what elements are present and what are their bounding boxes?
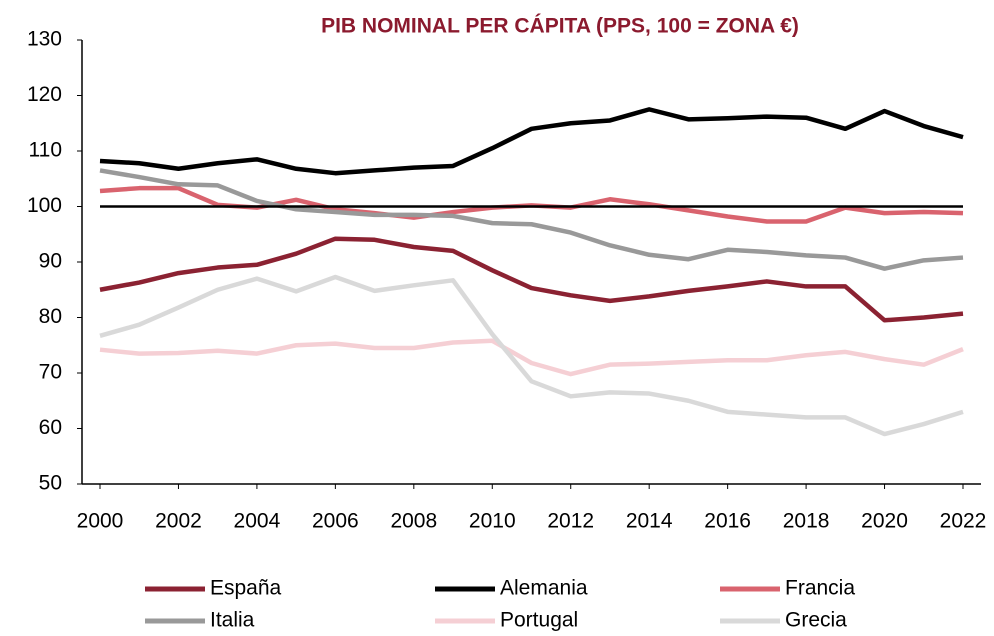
legend-label: España xyxy=(210,577,282,600)
legend-label: Alemania xyxy=(500,577,588,600)
x-tick-label: 2016 xyxy=(704,510,751,533)
legend-label: Francia xyxy=(785,577,855,600)
series-line xyxy=(99,185,964,224)
series-line xyxy=(99,168,964,271)
x-tick-label: 2008 xyxy=(390,510,437,533)
x-tick-label: 2020 xyxy=(861,510,908,533)
y-tick-label: 110 xyxy=(29,139,62,162)
y-tick-label: 70 xyxy=(39,361,62,384)
x-tick-label: 2012 xyxy=(547,510,594,533)
x-tick-label: 2014 xyxy=(626,510,673,533)
legend-label: Grecia xyxy=(785,609,847,632)
x-tick-label: 2010 xyxy=(469,510,516,533)
y-tick-label: 130 xyxy=(27,28,62,51)
x-tick-label: 2002 xyxy=(155,510,202,533)
y-tick-label: 120 xyxy=(27,83,62,106)
y-tick-label: 60 xyxy=(39,416,62,439)
y-tick-label: 90 xyxy=(39,250,62,273)
y-tick-label: 50 xyxy=(39,472,62,495)
series-line xyxy=(99,107,964,176)
chart-title: PIB NOMINAL PER CÁPITA (PPS, 100 = ZONA … xyxy=(321,15,799,38)
y-tick-label: 100 xyxy=(27,194,62,217)
y-tick-label: 80 xyxy=(39,305,62,328)
x-tick-label: 2018 xyxy=(783,510,830,533)
x-tick-label: 2006 xyxy=(312,510,359,533)
x-tick-label: 2022 xyxy=(940,510,987,533)
legend-label: Portugal xyxy=(500,609,578,632)
series-line xyxy=(99,236,964,323)
x-tick-label: 2000 xyxy=(77,510,124,533)
x-tick-label: 2004 xyxy=(234,510,281,533)
series-line xyxy=(99,338,964,377)
legend-label: Italia xyxy=(210,609,255,632)
series-line xyxy=(99,274,964,437)
